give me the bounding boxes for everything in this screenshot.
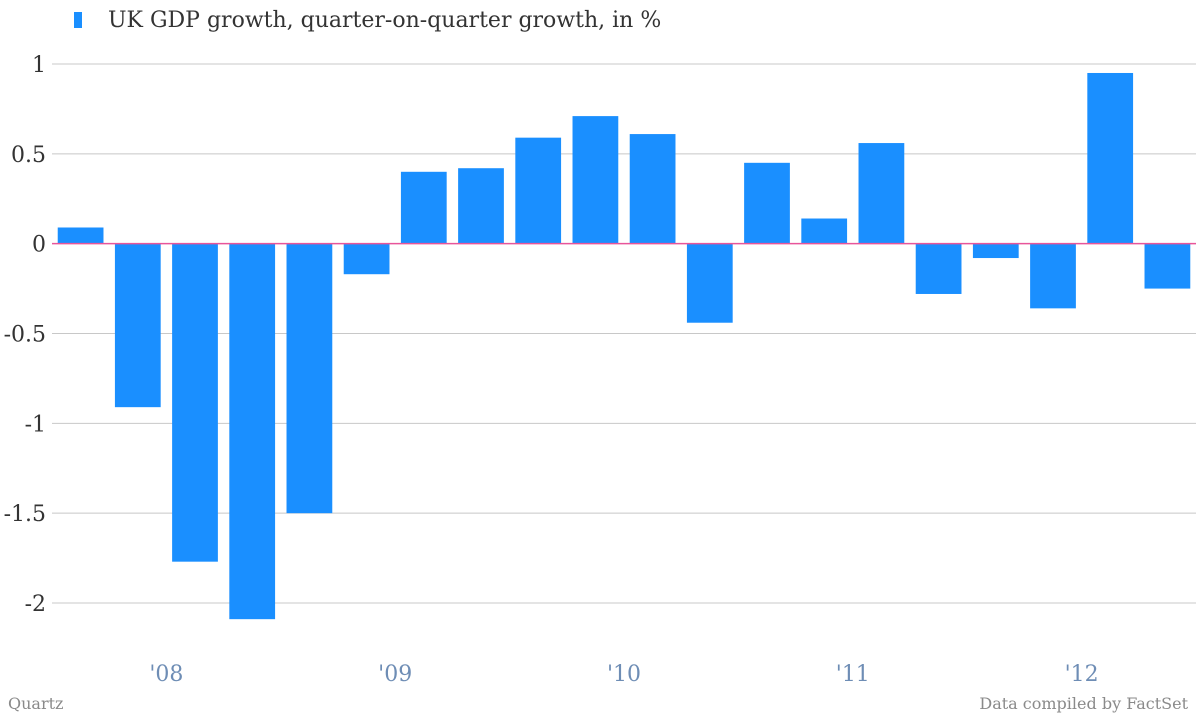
bar bbox=[172, 243, 218, 562]
bar bbox=[1144, 243, 1191, 289]
x-tick-label: '10 bbox=[607, 662, 641, 687]
bar bbox=[1030, 243, 1076, 309]
bar bbox=[858, 143, 905, 244]
footer-source-left: Quartz bbox=[8, 694, 64, 713]
y-tick-label: -1.5 bbox=[4, 502, 46, 527]
y-tick-label: 0.5 bbox=[11, 143, 46, 168]
x-tick-label: '11 bbox=[836, 662, 870, 687]
y-tick-label: 1 bbox=[32, 53, 46, 78]
y-tick-label: -0.5 bbox=[4, 323, 46, 348]
footer-source-right: Data compiled by FactSet bbox=[979, 694, 1188, 713]
x-tick-label: '12 bbox=[1065, 662, 1099, 687]
bar bbox=[629, 134, 676, 244]
bar bbox=[515, 137, 562, 244]
y-tick-label: 0 bbox=[32, 233, 46, 258]
bar bbox=[744, 162, 790, 244]
bar bbox=[915, 243, 962, 294]
legend-swatch bbox=[74, 12, 82, 28]
bar bbox=[400, 171, 447, 244]
bar bbox=[1087, 72, 1134, 244]
bar bbox=[686, 243, 733, 323]
y-tick-label: -2 bbox=[25, 592, 46, 617]
x-tick-label: '09 bbox=[378, 662, 412, 687]
bar bbox=[801, 218, 848, 244]
bar bbox=[229, 243, 276, 620]
bar bbox=[114, 243, 161, 408]
y-tick-label: -1 bbox=[25, 412, 46, 437]
legend-label: UK GDP growth, quarter-on-quarter growth… bbox=[108, 7, 662, 33]
bar bbox=[972, 243, 1019, 259]
chart-legend: UK GDP growth, quarter-on-quarter growth… bbox=[74, 4, 661, 36]
bar bbox=[458, 168, 504, 244]
x-tick-label: '08 bbox=[149, 662, 183, 687]
bar bbox=[286, 243, 333, 514]
bar bbox=[343, 243, 390, 275]
bar bbox=[57, 227, 104, 244]
bar bbox=[572, 116, 619, 244]
